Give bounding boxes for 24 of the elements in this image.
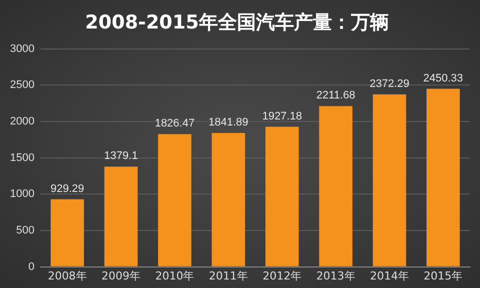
data-label: 929.29 <box>50 182 84 195</box>
x-tick-label: 2015年 <box>424 269 463 282</box>
data-label: 2450.33 <box>423 72 464 84</box>
y-tick-label: 500 <box>16 224 34 236</box>
data-label: 1826.47 <box>154 118 195 130</box>
data-label: 1841.89 <box>208 116 248 128</box>
x-tick-label: 2012年 <box>262 269 302 282</box>
x-tick-label: 2010年 <box>155 269 194 282</box>
x-tick-label: 2014年 <box>370 269 409 282</box>
y-tick-label: 3000 <box>10 42 34 55</box>
x-tick-label: 2011年 <box>208 269 248 282</box>
data-label: 1379.1 <box>104 150 138 162</box>
x-tick-label: 2009年 <box>102 269 141 282</box>
y-tick-label: 2000 <box>10 116 34 128</box>
y-tick-label: 1500 <box>10 152 34 164</box>
data-label: 1927.18 <box>262 110 302 122</box>
y-tick-label: 0 <box>28 260 34 273</box>
y-tick-label: 1000 <box>10 188 34 200</box>
chart-title: 2008-2015年全国汽车产量：万辆 <box>85 11 389 34</box>
data-label: 2372.29 <box>370 78 410 90</box>
x-tick-label: 2008年 <box>48 269 87 282</box>
y-tick-label: 2500 <box>10 79 34 92</box>
data-label: 2211.68 <box>316 90 356 102</box>
x-tick-label: 2013年 <box>316 269 356 282</box>
